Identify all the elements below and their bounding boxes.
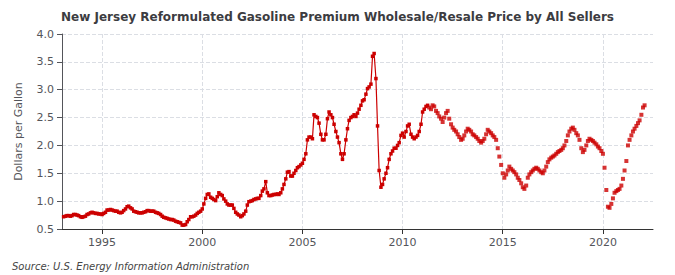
svg-text:2020: 2020 [589,236,617,249]
svg-text:3.0: 3.0 [37,83,55,96]
svg-text:3.5: 3.5 [37,55,55,68]
svg-text:4.0: 4.0 [37,28,55,41]
svg-text:Dollars per Gallon: Dollars per Gallon [12,82,25,181]
svg-text:Source: U.S. Energy Informatio: Source: U.S. Energy Information Administ… [12,261,249,272]
svg-text:2000: 2000 [188,236,216,249]
svg-text:New Jersey Reformulated Gasoli: New Jersey Reformulated Gasoline Premium… [61,10,614,24]
svg-text:2.5: 2.5 [37,111,55,124]
svg-text:0.5: 0.5 [37,223,55,236]
svg-text:2005: 2005 [288,236,316,249]
svg-text:2015: 2015 [489,236,517,249]
svg-text:1.5: 1.5 [37,167,55,180]
svg-text:1995: 1995 [88,236,116,249]
svg-text:2.0: 2.0 [37,139,55,152]
svg-text:1.0: 1.0 [37,195,55,208]
svg-text:2010: 2010 [389,236,417,249]
